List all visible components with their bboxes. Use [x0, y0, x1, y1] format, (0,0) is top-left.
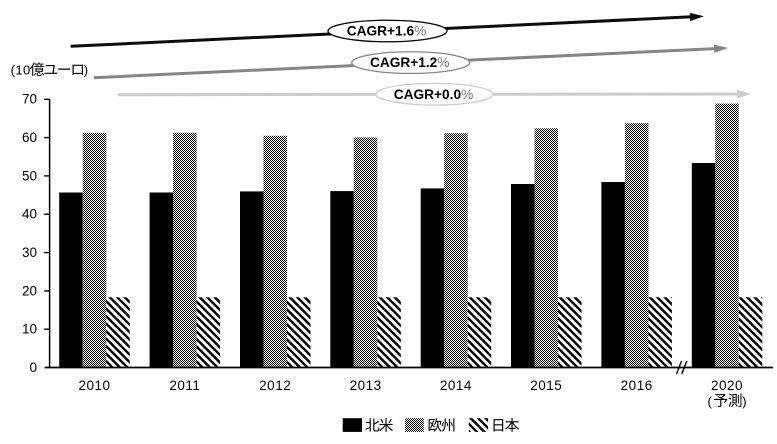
svg-text:(: ( [708, 394, 713, 409]
svg-text:2014: 2014 [440, 378, 472, 393]
svg-text:): ) [84, 63, 88, 78]
svg-text:CAGR+1.2%: CAGR+1.2% [370, 55, 450, 70]
svg-text:30: 30 [22, 245, 37, 260]
svg-text:10: 10 [22, 322, 37, 337]
svg-text:20: 20 [22, 283, 37, 298]
svg-text:CAGR+1.6%: CAGR+1.6% [347, 24, 427, 39]
svg-text:2012: 2012 [259, 378, 291, 393]
svg-text:(10: (10 [11, 63, 31, 78]
svg-text:2013: 2013 [350, 378, 382, 393]
svg-text:CAGR+0.0%: CAGR+0.0% [394, 87, 474, 102]
svg-text:2011: 2011 [169, 378, 200, 393]
svg-text:60: 60 [22, 130, 37, 145]
svg-text:0: 0 [29, 360, 37, 375]
svg-text:): ) [742, 394, 746, 409]
svg-text:70: 70 [22, 92, 37, 107]
svg-text:40: 40 [22, 207, 37, 222]
svg-text:50: 50 [22, 168, 37, 183]
svg-text:2015: 2015 [530, 378, 562, 393]
svg-text:2010: 2010 [78, 378, 110, 393]
svg-text:2016: 2016 [621, 378, 653, 393]
svg-text:2020: 2020 [711, 378, 743, 393]
